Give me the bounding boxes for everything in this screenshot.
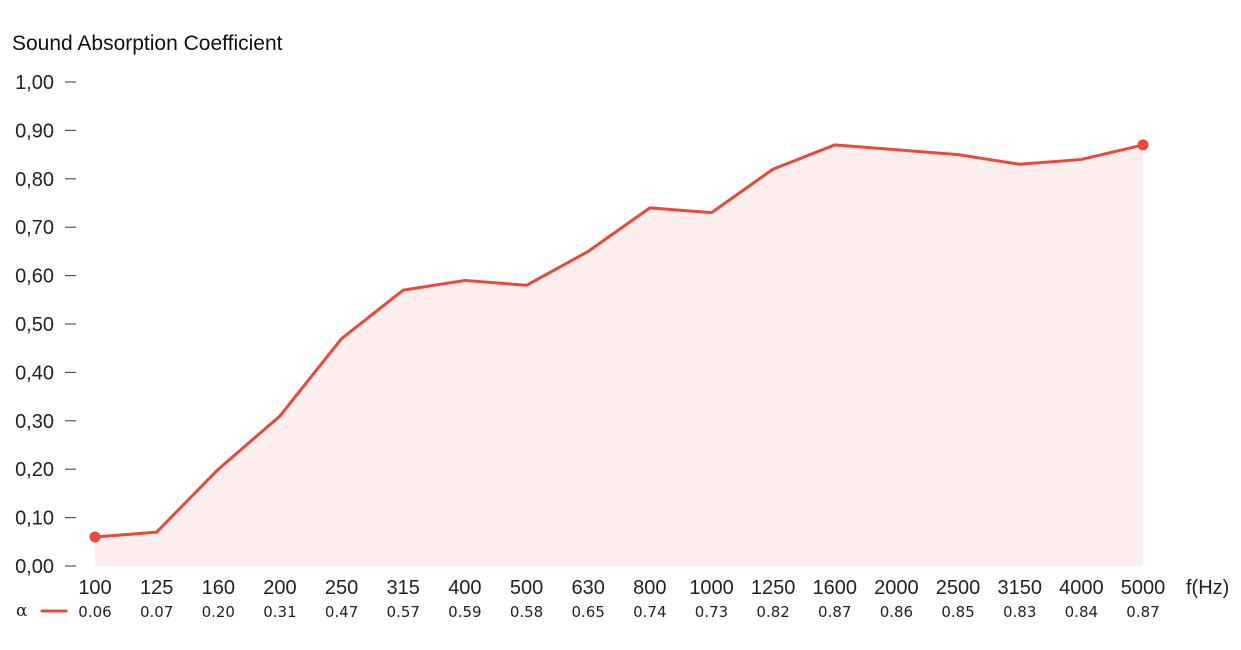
- x-tick-label: 160: [202, 577, 235, 599]
- data-label: 0.65: [571, 603, 604, 621]
- x-tick-label: 250: [325, 577, 358, 599]
- data-label: 0.84: [1065, 603, 1098, 621]
- x-tick-label: 630: [571, 577, 604, 599]
- x-axis-label: f(Hz): [1186, 577, 1229, 599]
- data-label: 0.59: [448, 603, 481, 621]
- legend: α: [16, 601, 68, 621]
- data-label: 0.83: [1003, 603, 1036, 621]
- y-tick-label: 0,20: [15, 459, 54, 481]
- data-label: 0.47: [325, 603, 358, 621]
- data-label: 0.07: [140, 603, 173, 621]
- y-axis: 0,00 0,10 0,20 0,30 0,40 0,50 0,60 0,70 0,80 0,90…: [15, 72, 76, 578]
- x-tick-label: 5000: [1121, 577, 1166, 599]
- area-fill: [95, 144, 1143, 567]
- y-tick-label: 0,40: [15, 362, 54, 384]
- x-tick-label: 500: [510, 577, 543, 599]
- y-tick-label: 0,70: [15, 217, 54, 239]
- x-tick-label: 800: [633, 577, 666, 599]
- data-point: [89, 531, 101, 543]
- x-tick-label: 315: [387, 577, 420, 599]
- data-point: [1137, 139, 1149, 151]
- x-tick-label: 3150: [997, 577, 1042, 599]
- x-axis: 100 125 160 200 250 315 400 500 630 800 1000 1250 16…: [78, 577, 1165, 599]
- y-tick-label: 1,00: [15, 72, 54, 94]
- y-tick-label: 0,80: [15, 169, 54, 191]
- data-label: 0.57: [387, 603, 420, 621]
- data-label: 0.85: [941, 603, 974, 621]
- data-label: 0.06: [78, 603, 111, 621]
- x-tick-label: 100: [78, 577, 111, 599]
- data-label: 0.87: [1126, 603, 1159, 621]
- data-label: 0.82: [756, 603, 789, 621]
- data-label: 0.31: [263, 603, 296, 621]
- y-tick-label: 0,10: [15, 508, 54, 530]
- data-label: 0.58: [510, 603, 543, 621]
- y-tick-label: 0,00: [15, 556, 54, 578]
- chart-title: Sound Absorption Coefficient: [12, 32, 283, 55]
- y-tick-label: 0,60: [15, 266, 54, 288]
- x-tick-label: 1000: [689, 577, 734, 599]
- data-label: 0.73: [695, 603, 728, 621]
- endpoint-markers: [89, 139, 1149, 543]
- y-tick-label: 0,30: [15, 411, 54, 433]
- data-label: 0.74: [633, 603, 666, 621]
- x-tick-label: 125: [140, 577, 173, 599]
- x-tick-label: 400: [448, 577, 481, 599]
- data-label: 0.87: [818, 603, 851, 621]
- data-label: 0.86: [880, 603, 913, 621]
- y-tick-label: 0,90: [15, 120, 54, 142]
- legend-symbol: α: [16, 601, 28, 621]
- data-label: 0.20: [202, 603, 235, 621]
- value-labels: 0.06 0.07 0.20 0.31 0.47 0.57 0.59 0.58 0.65 0.74…: [78, 603, 1159, 621]
- series-line: [94, 143, 1144, 539]
- x-tick-label: 200: [263, 577, 296, 599]
- x-tick-label: 4000: [1059, 577, 1104, 599]
- x-tick-label: 2500: [936, 577, 981, 599]
- x-tick-label: 2000: [874, 577, 919, 599]
- x-tick-label: 1600: [813, 577, 858, 599]
- x-tick-label: 1250: [751, 577, 796, 599]
- y-tick-label: 0,50: [15, 314, 54, 336]
